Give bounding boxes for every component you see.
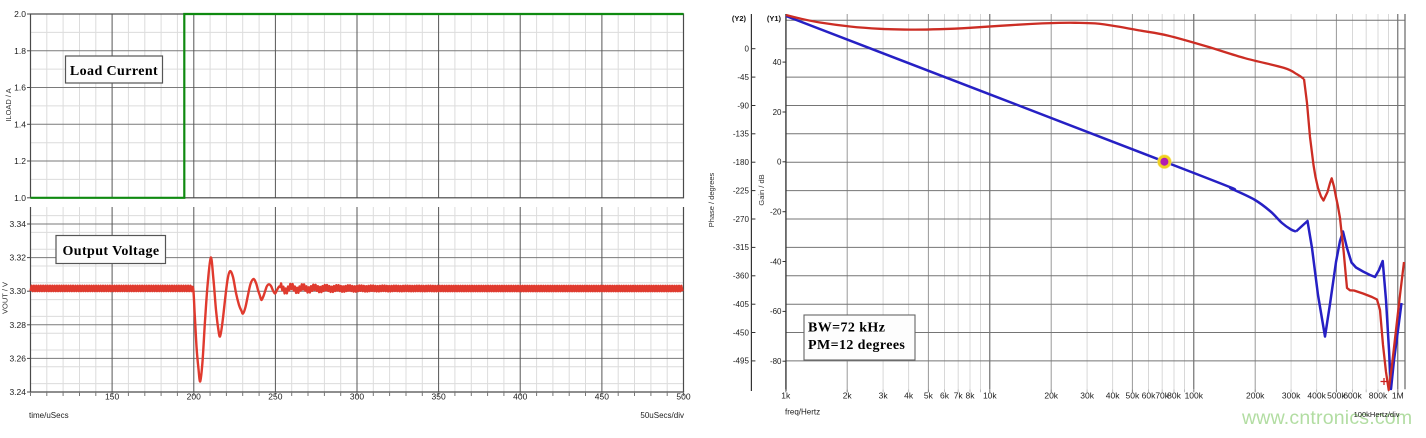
svg-text:50k: 50k	[1126, 391, 1140, 401]
svg-text:30k: 30k	[1080, 391, 1094, 401]
svg-text:ILOAD / A: ILOAD / A	[4, 88, 13, 121]
svg-text:70k: 70k	[1155, 391, 1169, 401]
svg-text:-270: -270	[733, 215, 750, 224]
svg-text:-315: -315	[733, 243, 750, 252]
svg-text:-360: -360	[733, 272, 750, 281]
svg-text:-40: -40	[770, 257, 782, 266]
svg-text:-80: -80	[770, 357, 782, 366]
svg-text:40: 40	[773, 58, 782, 67]
svg-text:2.0: 2.0	[14, 9, 26, 19]
svg-text:-180: -180	[733, 158, 750, 167]
svg-text:250: 250	[268, 392, 282, 402]
svg-text:7k: 7k	[954, 391, 964, 401]
svg-text:300k: 300k	[1282, 391, 1301, 401]
svg-text:1.0: 1.0	[14, 193, 26, 203]
svg-text:VOUT / V: VOUT / V	[1, 282, 10, 314]
svg-text:1M: 1M	[1392, 391, 1404, 401]
svg-text:400k: 400k	[1307, 391, 1326, 401]
svg-text:500: 500	[676, 392, 690, 402]
svg-text:8k: 8k	[966, 391, 976, 401]
svg-text:0: 0	[777, 158, 782, 167]
svg-text:3.30: 3.30	[9, 286, 26, 296]
svg-text:-60: -60	[770, 307, 782, 316]
svg-text:-450: -450	[733, 328, 750, 337]
svg-text:300: 300	[350, 392, 364, 402]
svg-text:40k: 40k	[1106, 391, 1120, 401]
svg-text:-20: -20	[770, 207, 782, 216]
svg-text:500k: 500k	[1327, 391, 1346, 401]
svg-text:3.28: 3.28	[9, 320, 26, 330]
svg-text:50uSecs/div: 50uSecs/div	[640, 411, 684, 420]
svg-text:5k: 5k	[924, 391, 934, 401]
svg-text:4k: 4k	[904, 391, 914, 401]
svg-text:(Y1): (Y1)	[767, 14, 782, 23]
svg-text:20: 20	[773, 108, 782, 117]
svg-text:200: 200	[187, 392, 201, 402]
svg-text:100k: 100k	[1185, 391, 1204, 401]
svg-text:450: 450	[595, 392, 609, 402]
svg-text:3k: 3k	[879, 391, 889, 401]
svg-text:2k: 2k	[843, 391, 853, 401]
svg-text:20k: 20k	[1044, 391, 1058, 401]
svg-text:100kHertz/div: 100kHertz/div	[1354, 410, 1400, 419]
svg-text:-90: -90	[737, 101, 749, 110]
svg-text:PM=12 degrees: PM=12 degrees	[808, 338, 905, 353]
svg-text:Gain / dB: Gain / dB	[757, 174, 766, 205]
svg-text:10k: 10k	[983, 391, 997, 401]
svg-text:80k: 80k	[1167, 391, 1181, 401]
svg-text:350: 350	[432, 392, 446, 402]
svg-text:1.4: 1.4	[14, 119, 26, 129]
svg-text:6k: 6k	[940, 391, 950, 401]
svg-text:1.6: 1.6	[14, 83, 26, 93]
svg-text:-405: -405	[733, 300, 750, 309]
svg-text:time/uSecs: time/uSecs	[29, 411, 69, 420]
svg-text:-135: -135	[733, 130, 750, 139]
svg-text:3.32: 3.32	[9, 253, 26, 263]
svg-text:3.24: 3.24	[9, 387, 26, 397]
svg-text:3.34: 3.34	[9, 219, 26, 229]
svg-text:600k: 600k	[1343, 391, 1362, 401]
svg-text:60k: 60k	[1142, 391, 1156, 401]
svg-text:freq/Hertz: freq/Hertz	[785, 408, 820, 417]
svg-text:(Y2): (Y2)	[732, 14, 747, 23]
svg-text:-225: -225	[733, 186, 750, 195]
svg-text:Output Voltage: Output Voltage	[62, 244, 159, 259]
svg-text:200k: 200k	[1246, 391, 1265, 401]
svg-text:BW=72 kHz: BW=72 kHz	[808, 321, 885, 336]
svg-text:Load Current: Load Current	[70, 64, 158, 79]
svg-text:www.cntronics.com: www.cntronics.com	[1241, 407, 1412, 429]
svg-text:3.26: 3.26	[9, 353, 26, 363]
svg-text:1.2: 1.2	[14, 156, 26, 166]
svg-text:0: 0	[744, 44, 749, 53]
svg-text:800k: 800k	[1369, 391, 1388, 401]
svg-text:400: 400	[513, 392, 527, 402]
svg-text:1k: 1k	[781, 391, 791, 401]
svg-text:Phase / degrees: Phase / degrees	[707, 172, 716, 227]
svg-text:-495: -495	[733, 357, 750, 366]
svg-text:-45: -45	[737, 73, 749, 82]
svg-text:1.8: 1.8	[14, 46, 26, 56]
svg-text:150: 150	[105, 392, 119, 402]
